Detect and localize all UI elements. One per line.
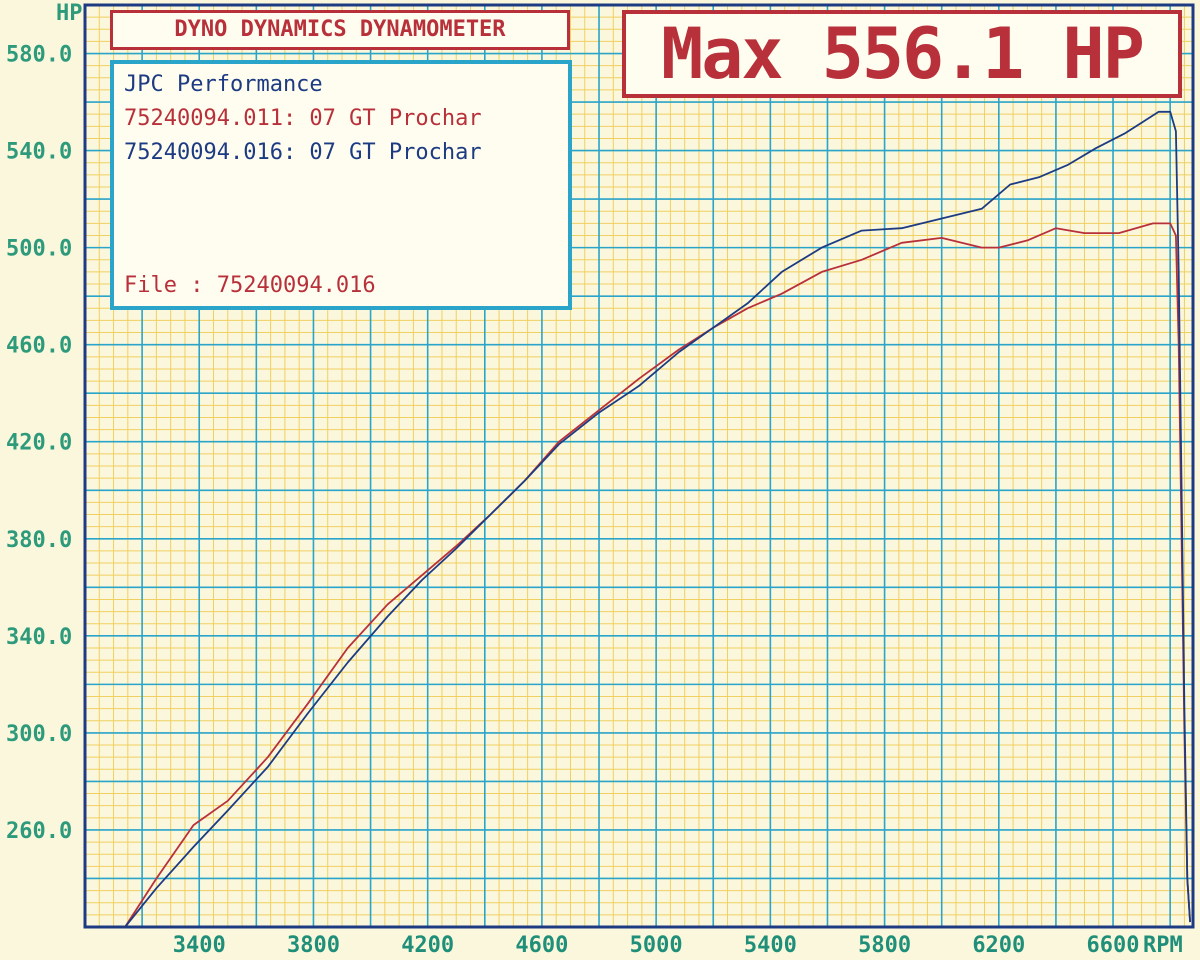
- y-tick-label: 300.0: [6, 722, 72, 747]
- max-hp-label: Max 556.1 HP: [661, 13, 1145, 95]
- x-tick-label: 4600: [515, 933, 568, 958]
- legend-run-1: 75240094.011: 07 GT Prochar: [124, 106, 482, 131]
- legend-shop: JPC Performance: [124, 72, 323, 97]
- legend-file: File : 75240094.016: [124, 269, 376, 303]
- series-line-2: [124, 110, 1191, 928]
- x-tick-label: 4200: [401, 933, 454, 958]
- x-tick-labels: 3400 3800 4200 4600 5000 5400 5800 6200 6600: [173, 933, 1140, 958]
- y-axis-label: HP: [56, 1, 83, 26]
- y-tick-label: 580.0: [6, 43, 72, 68]
- x-tick-label: 5000: [630, 933, 683, 958]
- y-tick-label: 500.0: [6, 237, 72, 262]
- y-tick-labels: 260.0 300.0 340.0 380.0 420.0 460.0 500.0 540.0…: [6, 43, 72, 844]
- y-tick-label: 420.0: [6, 431, 72, 456]
- y-tick-label: 260.0: [6, 819, 72, 844]
- x-tick-label: 3400: [173, 933, 226, 958]
- legend-file-value: : 75240094.016: [190, 273, 376, 298]
- series-line-1: [124, 222, 1191, 928]
- x-tick-label: 3800: [287, 933, 340, 958]
- legend-box: JPC Performance 75240094.011: 07 GT Proc…: [110, 60, 572, 310]
- x-tick-label: 5400: [744, 933, 797, 958]
- x-tick-label: 6200: [972, 933, 1025, 958]
- x-tick-label: 6600: [1087, 933, 1140, 958]
- max-hp-box: Max 556.1 HP: [622, 10, 1182, 98]
- legend-run-2: 75240094.016: 07 GT Prochar: [124, 140, 482, 165]
- y-tick-label: 460.0: [6, 334, 72, 359]
- dyno-title-box: DYNO DYNAMICS DYNAMOMETER: [110, 10, 570, 50]
- x-axis-label: RPM: [1143, 933, 1183, 958]
- y-tick-label: 380.0: [6, 528, 72, 553]
- series-layer: [124, 110, 1191, 928]
- x-tick-label: 5800: [858, 933, 911, 958]
- plot-frame: [83, 3, 1195, 929]
- legend-file-label: File: [124, 273, 177, 298]
- y-tick-label: 340.0: [6, 625, 72, 650]
- dyno-title: DYNO DYNAMICS DYNAMOMETER: [174, 17, 506, 42]
- y-tick-label: 540.0: [6, 140, 72, 165]
